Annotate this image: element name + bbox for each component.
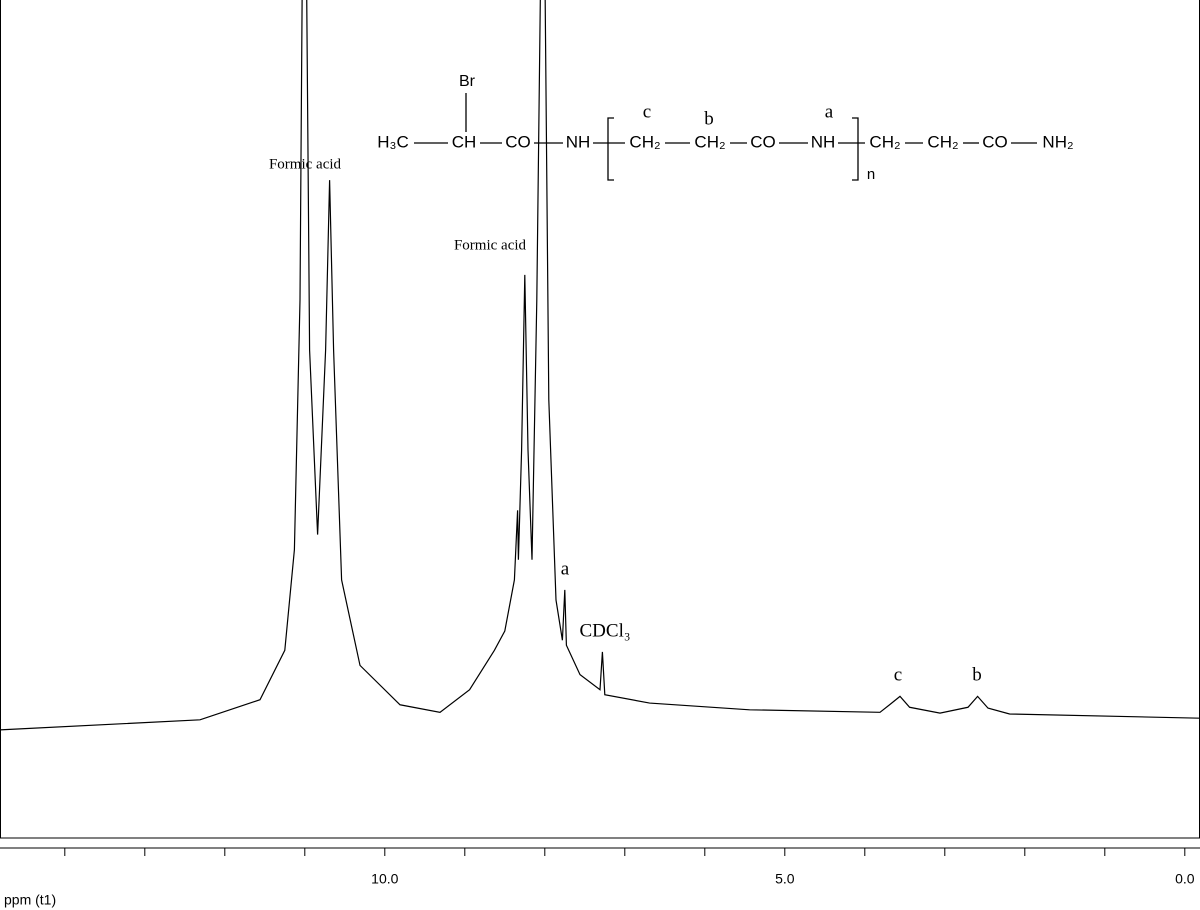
x-tick-label: 0.0 xyxy=(1175,871,1195,887)
annotation: Formic acid xyxy=(454,237,527,253)
structure: H₃C CH CO NH CH₂ CH₂ CO NH CH₂ CH₂ CO NH₂ Br n c b a xyxy=(377,73,1073,183)
structure-group: NH xyxy=(566,132,591,151)
annotation: CDCl₃ xyxy=(580,620,631,641)
annotation: c xyxy=(894,664,902,685)
proton-label: b xyxy=(704,108,714,129)
proton-label: c xyxy=(643,101,651,122)
structure-group: CH₂ xyxy=(869,132,900,151)
structure-group: CO xyxy=(505,132,531,151)
structure-group: H₃C xyxy=(377,132,408,151)
structure-group: NH₂ xyxy=(1042,132,1073,151)
structure-group: CH₂ xyxy=(694,132,725,151)
x-tick-label: 10.0 xyxy=(371,871,398,887)
x-axis-label: ppm (t1) xyxy=(4,892,56,908)
structure-group: CH₂ xyxy=(927,132,958,151)
bracket xyxy=(852,117,859,181)
annotation: a xyxy=(561,558,570,579)
annotation: Formic acid xyxy=(269,156,342,172)
substituent: Br xyxy=(459,73,476,90)
annotation: b xyxy=(972,664,982,685)
structure-group: CO xyxy=(750,132,776,151)
structure-group: CO xyxy=(982,132,1008,151)
spectrum-line xyxy=(0,0,1200,731)
proton-label: a xyxy=(825,101,834,122)
structure-group: NH xyxy=(811,132,836,151)
plot-frame xyxy=(0,0,1200,839)
structure-group: CH₂ xyxy=(629,132,660,151)
x-tick-label: 5.0 xyxy=(775,871,795,887)
structure-group: CH xyxy=(452,132,477,151)
bracket xyxy=(607,117,614,181)
repeat-index: n xyxy=(867,166,875,183)
